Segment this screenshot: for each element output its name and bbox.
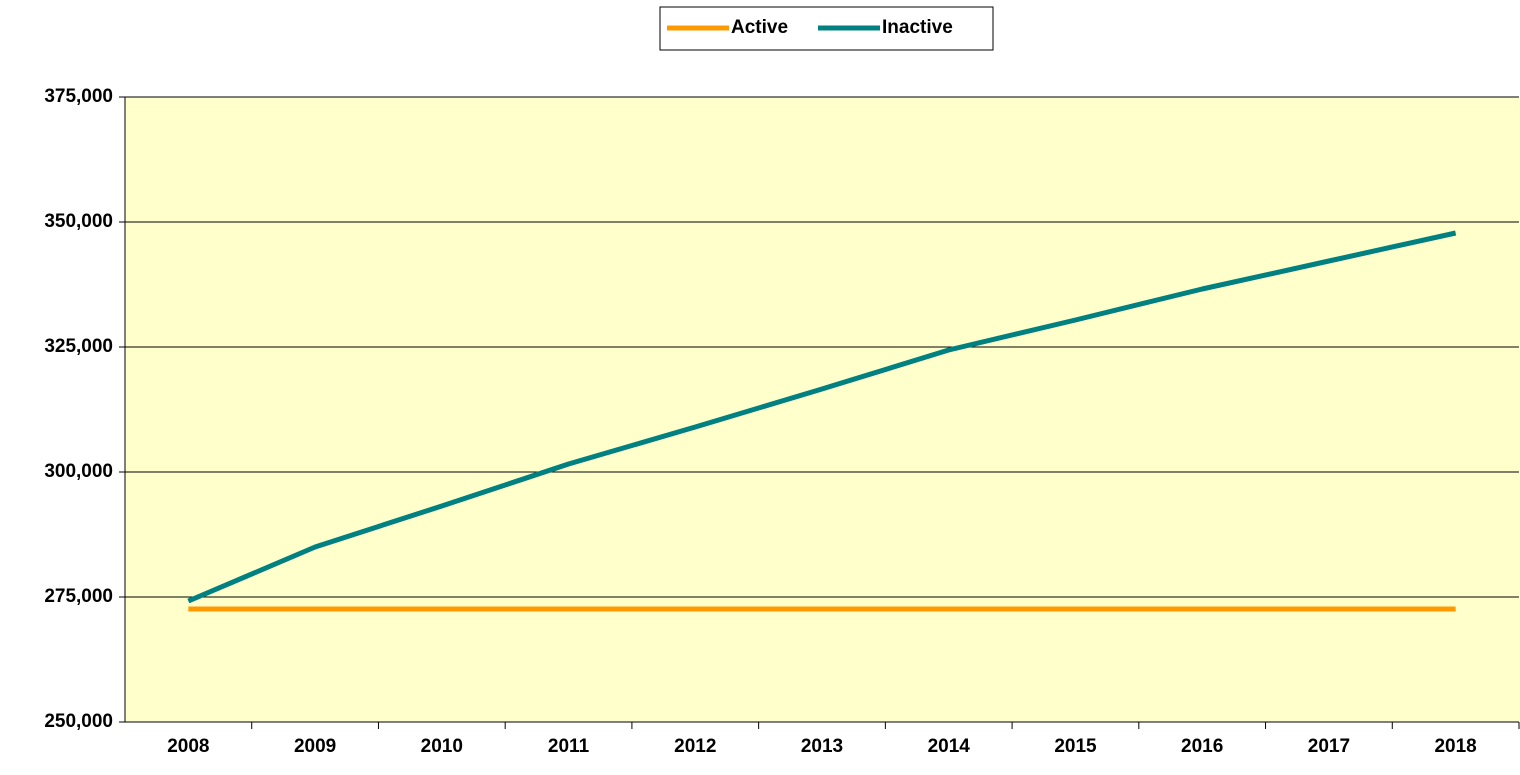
plot-area: [125, 97, 1519, 722]
x-tick-label: 2008: [167, 736, 209, 757]
x-tick-label: 2013: [801, 736, 843, 757]
x-tick-label: 2016: [1181, 736, 1223, 757]
x-tick-label: 2018: [1434, 736, 1476, 757]
y-tick-label: 250,000: [44, 711, 113, 732]
legend-label: Active: [731, 17, 788, 38]
y-tick-label: 350,000: [44, 211, 113, 232]
y-tick-label: 375,000: [44, 86, 113, 107]
x-tick-label: 2014: [928, 736, 971, 757]
line-series: [187, 230, 1457, 604]
x-tick-label: 2015: [1054, 736, 1097, 757]
y-tick-label: 325,000: [44, 336, 113, 357]
y-tick-label: 275,000: [44, 586, 113, 607]
y-tick-label: 300,000: [44, 461, 113, 482]
x-tick-label: 2012: [674, 736, 716, 757]
legend-label: Inactive: [882, 17, 953, 38]
x-tick-label: 2009: [294, 736, 336, 757]
x-tick-label: 2017: [1308, 736, 1350, 757]
x-tick-label: 2011: [548, 736, 590, 757]
x-tick-label: 2010: [421, 736, 463, 757]
